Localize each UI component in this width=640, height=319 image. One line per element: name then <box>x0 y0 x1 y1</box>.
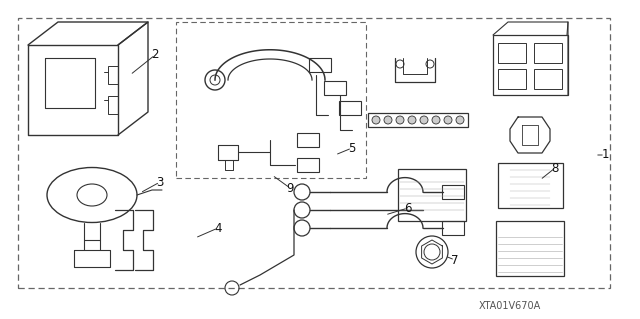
Text: 9: 9 <box>286 182 294 195</box>
Bar <box>324 81 346 95</box>
Text: XTA01V670A: XTA01V670A <box>479 301 541 311</box>
Circle shape <box>456 116 464 124</box>
Bar <box>534 43 562 63</box>
Text: 5: 5 <box>348 142 356 154</box>
Text: 8: 8 <box>551 161 559 174</box>
Bar <box>398 169 466 221</box>
Circle shape <box>396 116 404 124</box>
Text: 7: 7 <box>451 254 459 266</box>
Bar <box>493 35 568 95</box>
Bar <box>496 220 564 276</box>
Bar <box>297 133 319 147</box>
Text: 6: 6 <box>404 202 412 214</box>
Bar <box>176 22 366 178</box>
Text: 4: 4 <box>214 221 221 234</box>
Bar <box>108 66 118 84</box>
Circle shape <box>420 116 428 124</box>
Circle shape <box>384 116 392 124</box>
Text: 2: 2 <box>151 48 159 62</box>
Bar <box>368 113 468 127</box>
Bar <box>442 185 464 199</box>
Bar <box>442 221 464 235</box>
Circle shape <box>372 116 380 124</box>
Bar <box>497 162 563 207</box>
Bar <box>339 101 361 115</box>
Circle shape <box>444 116 452 124</box>
Bar <box>309 58 331 72</box>
Circle shape <box>432 116 440 124</box>
Bar <box>498 43 526 63</box>
Bar <box>18 18 610 288</box>
Bar <box>498 69 526 89</box>
Circle shape <box>408 116 416 124</box>
Bar <box>108 96 118 114</box>
Bar <box>297 158 319 172</box>
Text: 3: 3 <box>156 175 164 189</box>
Bar <box>534 69 562 89</box>
Text: 1: 1 <box>601 149 609 161</box>
